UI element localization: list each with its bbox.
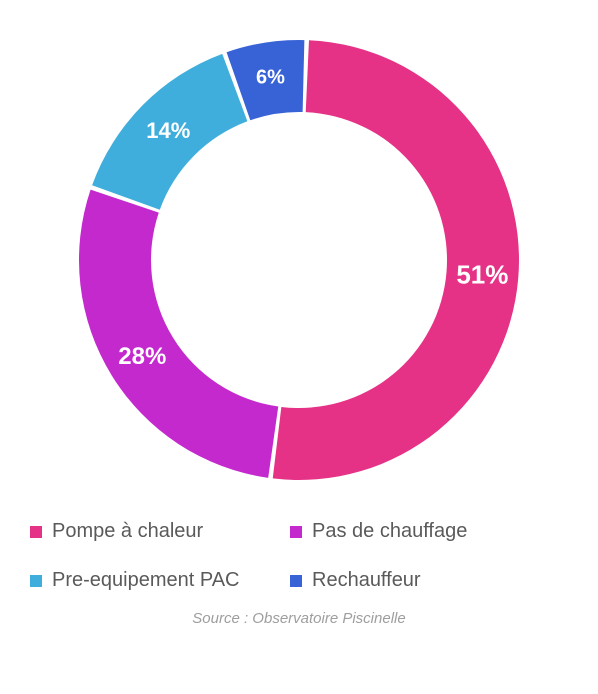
legend-item: Rechauffeur: [290, 569, 510, 592]
legend-swatch: [290, 526, 302, 538]
legend-label: Pas de chauffage: [312, 520, 467, 543]
donut-slice: [273, 40, 519, 480]
legend-item: Pre-equipement PAC: [30, 569, 250, 592]
donut-svg: [0, 0, 598, 520]
donut-slice: [79, 190, 278, 478]
legend-swatch: [290, 575, 302, 587]
legend-label: Pompe à chaleur: [52, 520, 203, 543]
legend-swatch: [30, 526, 42, 538]
legend-label: Rechauffeur: [312, 569, 421, 592]
legend-item: Pas de chauffage: [290, 520, 510, 543]
legend: Pompe à chaleur Pas de chauffage Pre-equip…: [0, 520, 598, 592]
donut-slice: [92, 54, 247, 210]
donut-chart: 51%28%14%6%: [0, 0, 598, 520]
legend-label: Pre-equipement PAC: [52, 569, 240, 592]
source-text: Source : Observatoire Piscinelle: [0, 610, 598, 627]
legend-swatch: [30, 575, 42, 587]
legend-item: Pompe à chaleur: [30, 520, 250, 543]
